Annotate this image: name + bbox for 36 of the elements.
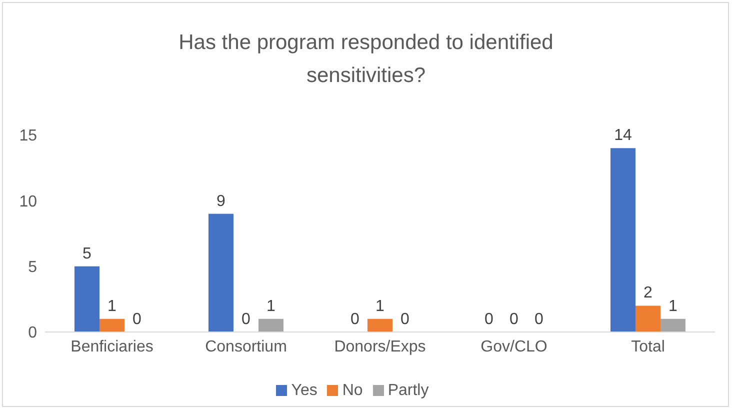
x-tick-label: Benficiaries	[70, 338, 154, 356]
x-tick-label: Consortium	[205, 338, 287, 356]
data-label: 9	[216, 192, 226, 210]
y-tick-label: 5	[28, 259, 38, 276]
data-label: 0	[242, 311, 251, 328]
legend-label: Partly	[388, 382, 429, 399]
data-label: 0	[400, 311, 410, 328]
bar	[99, 318, 124, 332]
y-tick-label: 10	[19, 193, 38, 210]
data-label: 5	[82, 245, 92, 262]
x-tick-label: Total	[631, 338, 665, 356]
y-tick-label: 0	[28, 324, 38, 342]
bar	[74, 266, 100, 332]
legend-label: Yes	[291, 382, 318, 399]
data-label: 0	[132, 311, 142, 328]
data-label: 1	[668, 298, 678, 315]
data-label: 0	[510, 311, 519, 328]
data-label: 0	[534, 311, 544, 328]
y-tick-label: 15	[19, 128, 38, 145]
chart-title: Has the program responded to identified sensitivities?	[178, 30, 554, 89]
legend-label: No	[342, 382, 363, 399]
x-tick-label: Gov/CLO	[480, 338, 548, 356]
x-tick-label: Donors/Exps	[334, 338, 426, 356]
data-label: 1	[266, 298, 276, 315]
data-label: 0	[350, 311, 360, 328]
bar	[208, 214, 234, 332]
bar	[367, 318, 392, 332]
bar	[635, 306, 660, 332]
data-label: 1	[376, 298, 385, 315]
data-label: 2	[644, 284, 653, 302]
data-label: 0	[484, 311, 494, 328]
bar	[610, 148, 636, 332]
data-label: 1	[108, 298, 117, 315]
data-label: 14	[614, 127, 632, 144]
bar	[258, 318, 284, 332]
bar	[660, 318, 686, 332]
